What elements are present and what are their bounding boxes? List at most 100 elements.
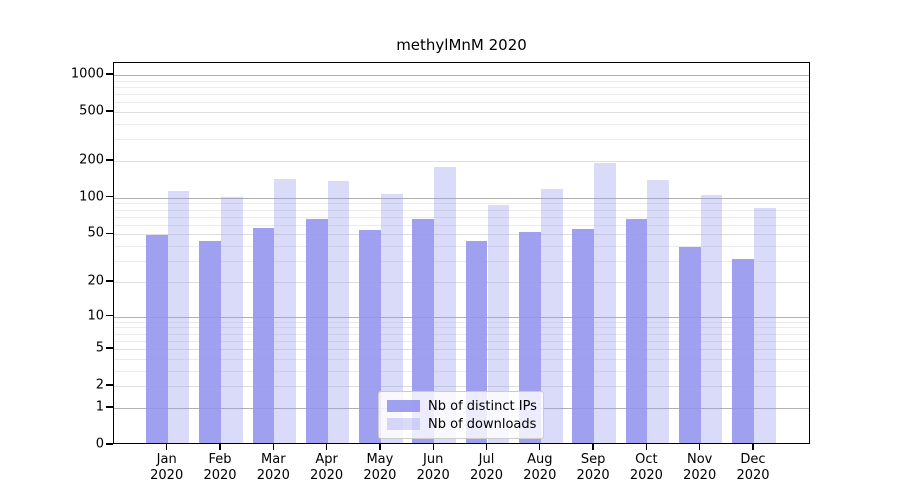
x-tick-mark <box>485 444 488 450</box>
x-tick-label: Jun 2020 <box>403 452 463 485</box>
x-tick-label: Apr 2020 <box>297 452 357 485</box>
legend-swatch-downloads-icon <box>387 418 420 430</box>
decade-gridline <box>114 316 809 318</box>
y-tick-mark <box>106 280 113 282</box>
bar-distinct-ips <box>572 229 595 444</box>
bar-distinct-ips <box>145 235 168 444</box>
major-gridline <box>114 160 809 162</box>
y-tick-mark <box>106 384 113 386</box>
bar-distinct-ips <box>305 218 328 444</box>
x-tick-label: Feb 2020 <box>190 452 250 485</box>
x-tick-year: 2020 <box>363 468 397 484</box>
bar-distinct-ips <box>199 241 221 444</box>
plot-area <box>113 62 810 444</box>
major-gridline <box>114 234 809 236</box>
legend-entry-downloads: Nb of downloads <box>387 415 536 433</box>
x-tick-label: Jan 2020 <box>137 452 197 485</box>
y-tick-label: 500 <box>79 103 104 119</box>
bar-distinct-ips <box>519 232 541 444</box>
x-tick-month: Feb <box>208 452 232 467</box>
x-tick-month: Jan <box>156 452 177 467</box>
minor-gridline <box>114 123 809 125</box>
y-tick-label: 5 <box>95 340 104 356</box>
bar-downloads <box>754 207 776 444</box>
x-tick-mark <box>166 444 168 450</box>
x-tick-mark <box>699 444 701 450</box>
minor-gridline <box>114 340 809 342</box>
x-tick-year: 2020 <box>416 468 450 484</box>
bar-downloads <box>647 180 670 444</box>
x-tick-mark <box>592 444 594 450</box>
y-tick-mark <box>106 347 113 349</box>
x-tick-label: Aug 2020 <box>510 452 570 485</box>
minor-gridline <box>114 86 809 88</box>
major-gridline <box>114 281 809 283</box>
x-tick-mark <box>325 444 328 450</box>
bar-downloads <box>380 194 403 444</box>
y-tick-mark <box>106 314 113 317</box>
x-tick-year: 2020 <box>523 468 557 484</box>
x-tick-month: Dec <box>740 452 766 467</box>
y-tick-mark <box>106 196 113 198</box>
y-tick-label: 20 <box>87 273 104 289</box>
x-tick-mark <box>645 444 648 450</box>
x-tick-year: 2020 <box>683 468 717 484</box>
decade-gridline <box>114 74 809 76</box>
x-tick-month: May <box>366 452 394 467</box>
x-tick-label: Nov 2020 <box>670 452 730 485</box>
x-tick-year: 2020 <box>736 468 770 484</box>
minor-gridline <box>114 224 809 226</box>
y-tick-mark <box>106 159 113 161</box>
y-tick-label: 0 <box>95 436 104 452</box>
chart-title: methylMnM 2020 <box>396 36 527 54</box>
x-tick-year: 2020 <box>576 468 610 484</box>
major-gridline <box>114 386 809 388</box>
minor-gridline <box>114 261 809 263</box>
minor-gridline <box>114 209 809 211</box>
decade-gridline <box>114 197 809 199</box>
minor-gridline <box>114 321 809 323</box>
x-tick-month: Aug <box>527 452 553 467</box>
y-tick-label: 200 <box>79 152 104 168</box>
y-tick-mark <box>106 232 113 235</box>
bar-downloads <box>700 194 723 444</box>
bar-downloads <box>594 163 616 444</box>
bar-distinct-ips <box>678 247 701 444</box>
x-tick-label: Dec 2020 <box>723 452 783 485</box>
y-tick-mark <box>106 110 113 112</box>
minor-gridline <box>114 102 809 104</box>
minor-gridline <box>114 80 809 82</box>
bar-downloads <box>274 179 297 444</box>
legend-label-distinct-ips: Nb of distinct IPs <box>428 398 537 414</box>
x-tick-month: Mar <box>261 452 286 467</box>
x-tick-year: 2020 <box>203 468 237 484</box>
legend: Nb of distinct IPs Nb of downloads <box>378 391 544 439</box>
minor-gridline <box>114 333 809 335</box>
y-tick-label: 100 <box>79 189 104 205</box>
y-tick-label: 50 <box>87 225 104 241</box>
bar-distinct-ips <box>252 228 275 444</box>
y-tick-mark <box>106 406 113 408</box>
y-tick-label: 1 <box>95 399 104 415</box>
y-tick-mark <box>106 443 113 445</box>
bar-downloads <box>540 189 563 444</box>
x-tick-month: Jul <box>478 452 495 467</box>
x-tick-label: Sep 2020 <box>563 452 623 485</box>
minor-gridline <box>114 203 809 205</box>
bar-distinct-ips <box>625 218 648 444</box>
x-tick-month: Nov <box>687 452 713 467</box>
bar-distinct-ips <box>359 230 381 444</box>
legend-entry-distinct-ips: Nb of distinct IPs <box>387 397 537 415</box>
major-gridline <box>114 112 809 114</box>
x-tick-month: Apr <box>315 452 338 467</box>
x-tick-year: 2020 <box>150 468 184 484</box>
x-tick-year: 2020 <box>256 468 290 484</box>
minor-gridline <box>114 327 809 329</box>
x-tick-mark <box>379 444 381 450</box>
minor-gridline <box>114 246 809 248</box>
minor-gridline <box>114 358 809 360</box>
y-tick-label: 2 <box>95 377 104 393</box>
bar-downloads <box>327 181 350 444</box>
x-tick-year: 2020 <box>469 468 504 484</box>
bar-distinct-ips <box>732 259 754 444</box>
